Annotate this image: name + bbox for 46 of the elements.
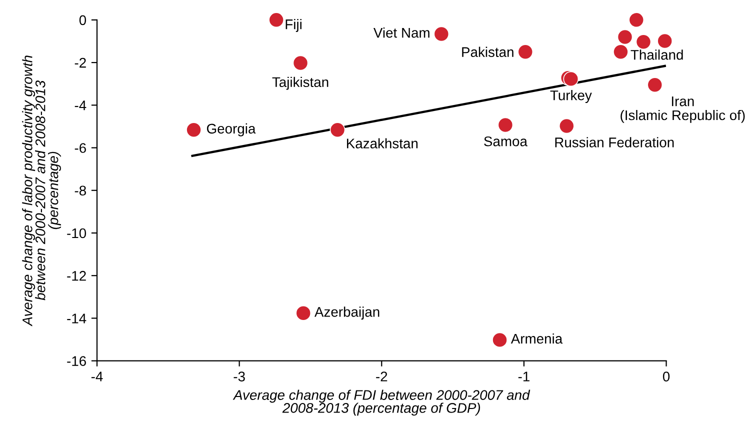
- y-tick-label: -16: [67, 356, 86, 366]
- annotation: Pakistan: [462, 46, 514, 58]
- point: [296, 305, 312, 321]
- x-tick-label: -2: [376, 372, 388, 382]
- point: [628, 12, 644, 28]
- annotation: Armenia: [510, 333, 563, 344]
- x-tick-label: -3: [234, 372, 245, 382]
- annotation: Samoa: [484, 136, 528, 146]
- x-tick-label: -1: [518, 372, 530, 382]
- y-tick-label: -10: [67, 228, 86, 238]
- x-tick-label: -4: [91, 372, 103, 382]
- annotation: Viet Nam: [373, 28, 430, 38]
- point: [330, 122, 346, 138]
- y-tick-label: -4: [74, 100, 86, 110]
- annotation: Turkey: [550, 90, 592, 104]
- point: [636, 34, 652, 50]
- point: [558, 118, 574, 134]
- point: [617, 29, 633, 45]
- point: [292, 55, 308, 71]
- y-axis-title: Average change of labor productivity growth between 2000-2007 and 2008-2013 (percentage): [22, 56, 61, 326]
- point: [492, 332, 508, 348]
- y-tick-label: -2: [74, 58, 86, 68]
- annotation: Fiji: [286, 19, 302, 32]
- point: [657, 33, 673, 49]
- point: [518, 44, 534, 60]
- y-tick-label: -8: [74, 186, 86, 196]
- y-tick-label: -14: [67, 314, 86, 324]
- annotation: Georgia: [206, 123, 256, 136]
- annotation: Russian Federation: [555, 137, 674, 148]
- annotation: Azerbaijan: [314, 306, 380, 320]
- annotation: Iran (Islamic Republic of): [620, 96, 745, 123]
- x-axis-title: Average change of FDI between 2000-2007 and 2008-2013 (percentage of GDP): [232, 390, 530, 416]
- y-tick-label: 0: [79, 15, 86, 26]
- point: [647, 77, 663, 93]
- annotation: Thailand: [630, 50, 683, 60]
- x-tick-label: 0: [662, 372, 670, 382]
- point: [186, 122, 202, 138]
- point: [613, 44, 628, 60]
- point: [498, 117, 514, 133]
- y-tick-label: -6: [74, 143, 86, 153]
- annotation: Tajikistan: [272, 76, 328, 90]
- annotation: Kazakhstan: [346, 138, 418, 148]
- point: [434, 26, 450, 42]
- point: [268, 12, 284, 28]
- point: [563, 71, 579, 87]
- y-tick-label: -12: [67, 270, 86, 281]
